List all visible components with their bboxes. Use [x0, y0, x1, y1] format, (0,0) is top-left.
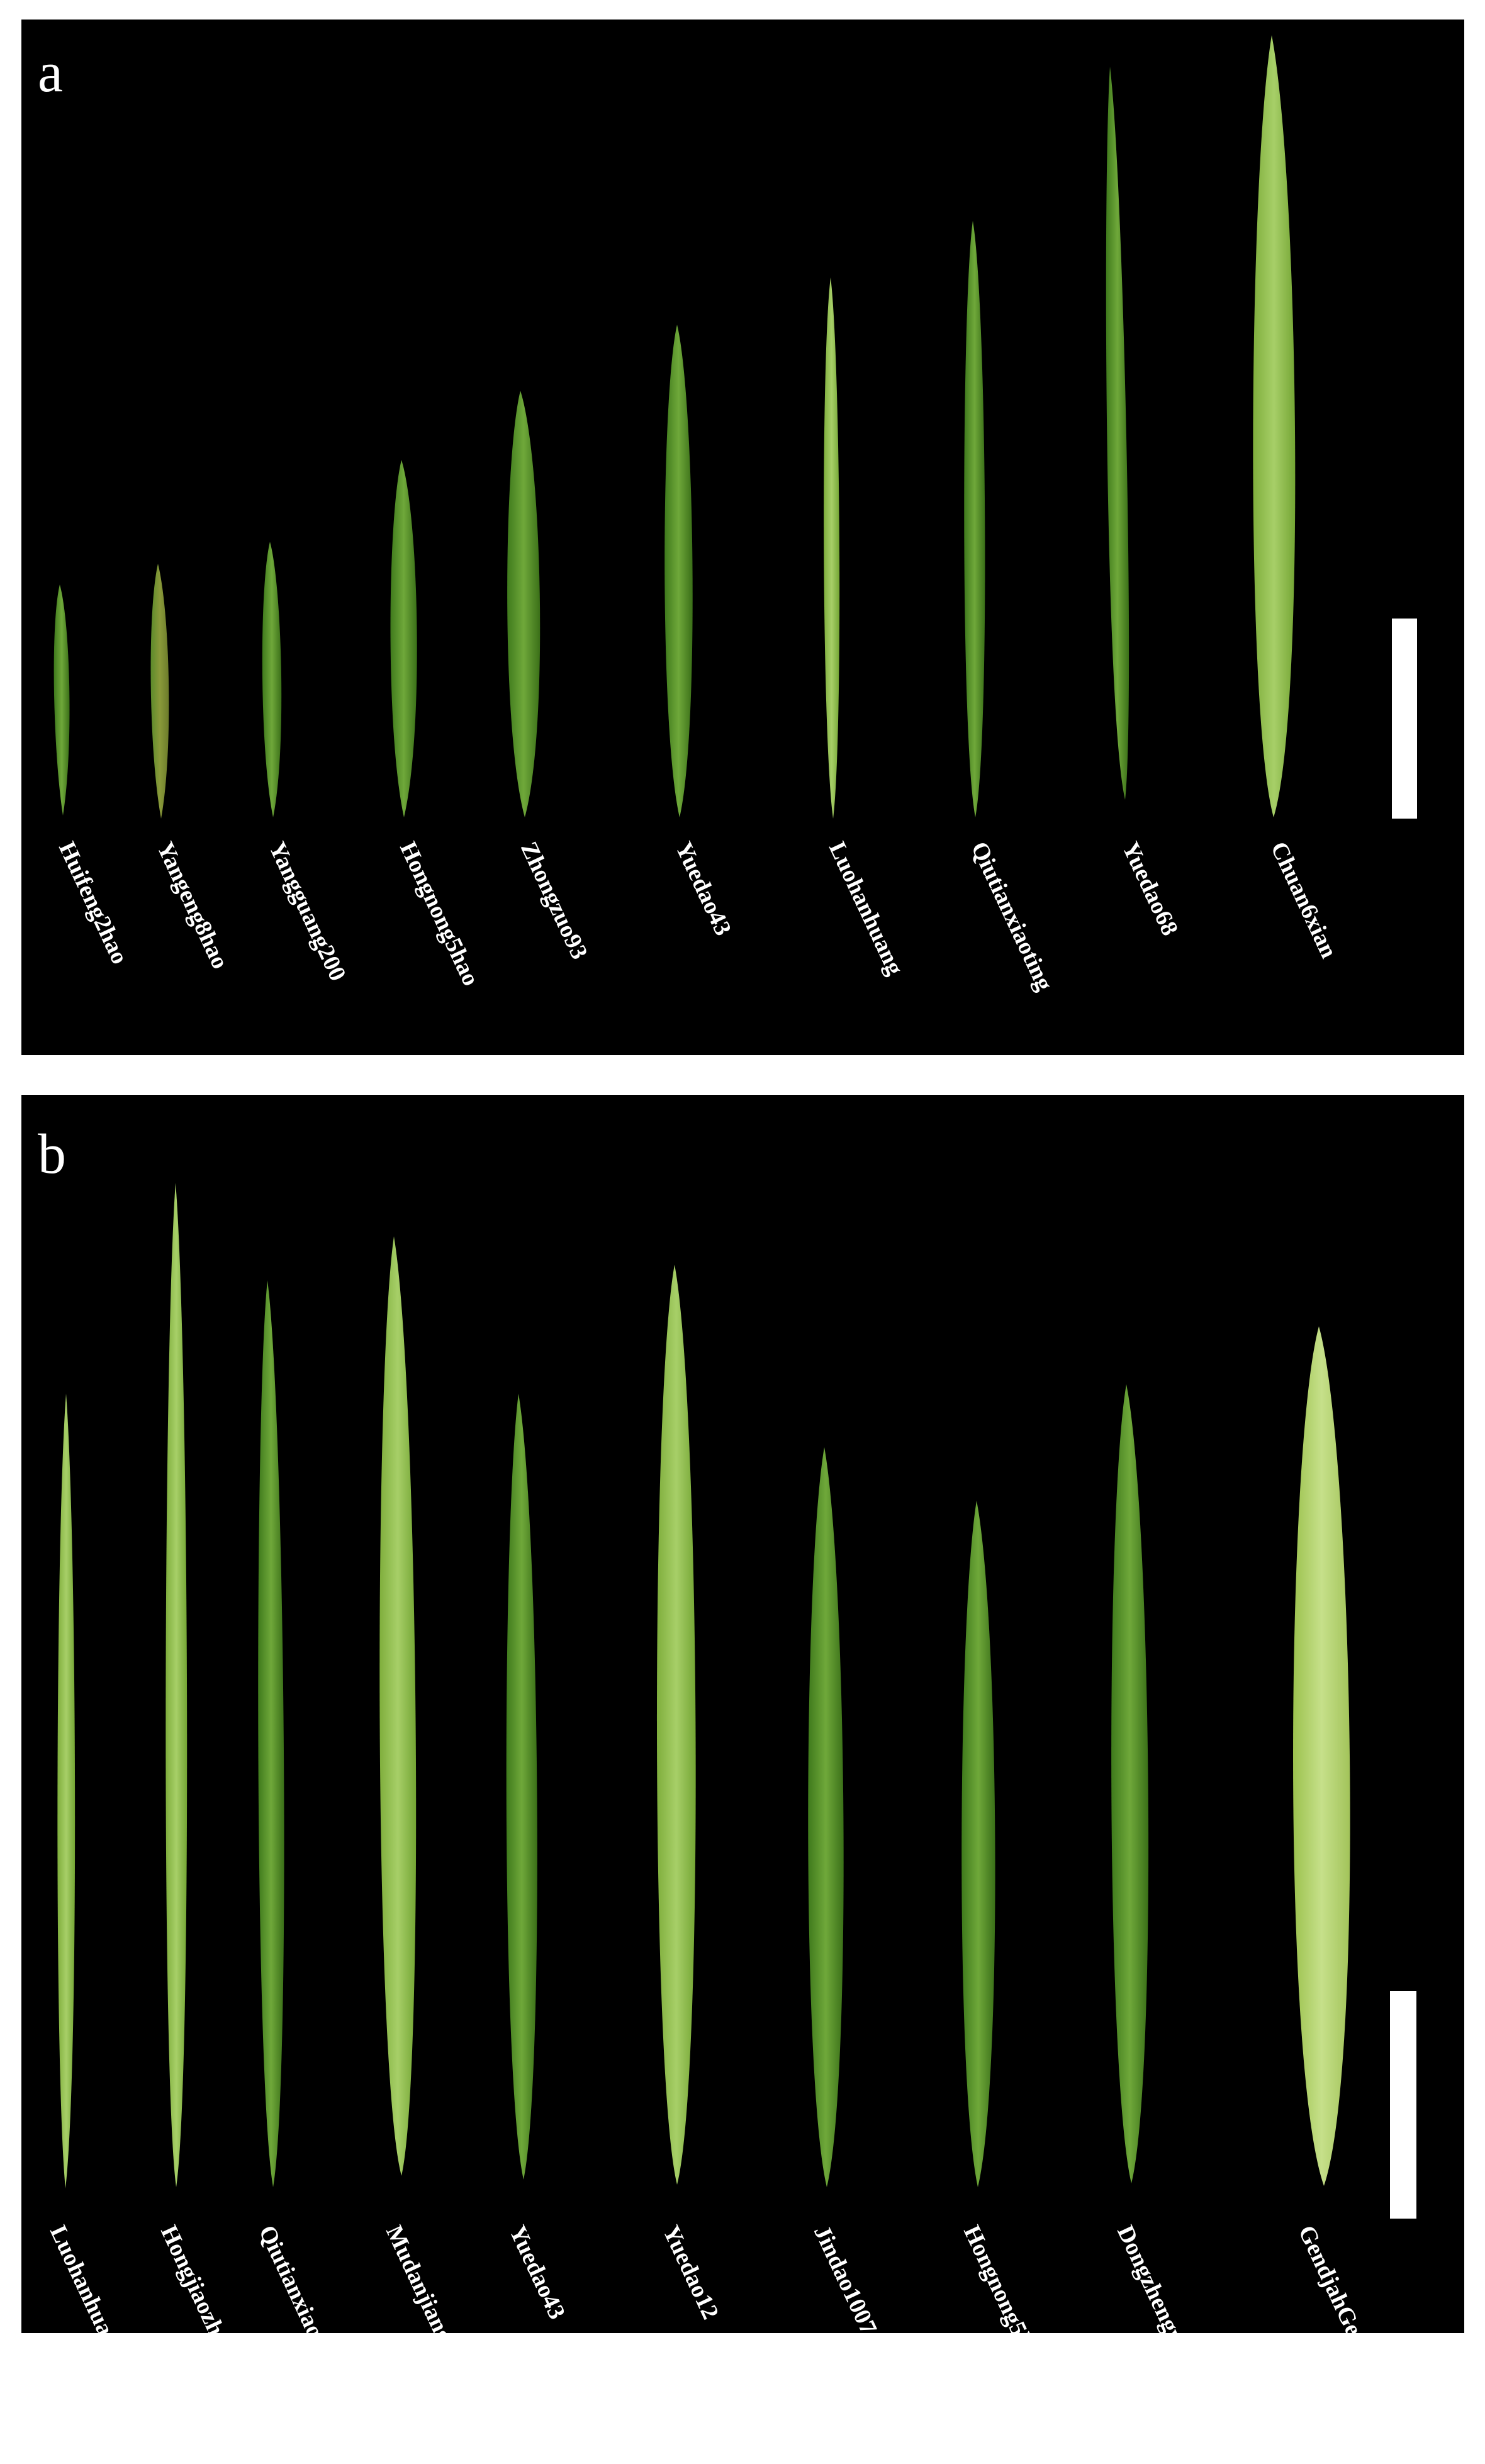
- panel-b-letter: b: [38, 1123, 66, 1185]
- leaf-b3: [258, 1280, 284, 2187]
- leaf-b6: [656, 1265, 696, 2185]
- panel-a-letter: a: [38, 42, 63, 104]
- leaf-b7: [808, 1447, 844, 2187]
- leaf-a4: [390, 460, 417, 817]
- leaf-a8: [964, 221, 985, 817]
- leaf-a7: [824, 277, 840, 819]
- scale-bar-b: [1390, 1991, 1416, 2219]
- leaf-b1: [57, 1394, 76, 2188]
- leaf-b5: [506, 1394, 537, 2180]
- panel-a-photo: [53, 35, 1417, 819]
- panel-b-photo: [57, 1183, 1416, 2219]
- leaf-a6: [664, 325, 693, 817]
- leaf-a3: [262, 542, 282, 817]
- leaf-b4: [379, 1236, 417, 2176]
- leaf-a5: [507, 391, 541, 817]
- leaf-b2: [165, 1183, 188, 2187]
- leaf-a2: [150, 564, 169, 819]
- leaf-b9: [1111, 1384, 1149, 2183]
- leaf-a1: [53, 585, 70, 815]
- leaf-a10: [1253, 35, 1296, 817]
- leaf-b8: [961, 1501, 995, 2187]
- panel-a: a Huifeng2hao Yangeng8hao Yangguang200 H…: [21, 20, 1464, 1055]
- leaf-a9: [1106, 67, 1129, 800]
- leaf-b10: [1293, 1326, 1350, 2186]
- scale-bar-a: [1392, 619, 1417, 819]
- panel-b: b Luohanhuang Hongjiaozhan Qiutianxiaoti…: [21, 1095, 1464, 2464]
